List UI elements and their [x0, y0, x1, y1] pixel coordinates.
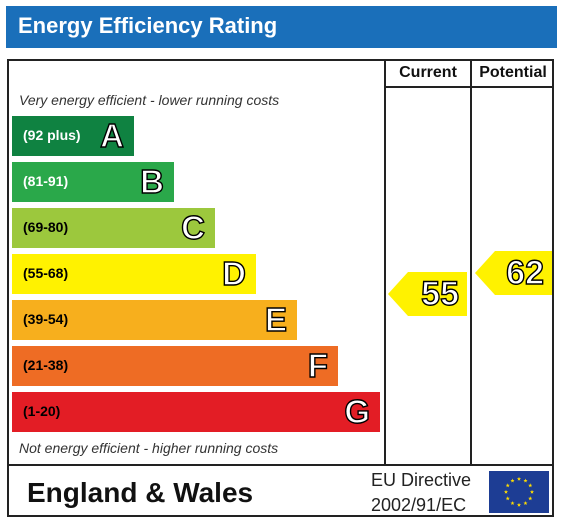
divider-header — [384, 86, 554, 88]
band-letter: C — [180, 208, 205, 246]
eu-star-icon — [523, 501, 528, 506]
eu-star-icon — [529, 489, 535, 494]
current-rating-arrow: 55 — [388, 272, 467, 316]
band-range: (92 plus) — [23, 127, 81, 143]
band-range: (1-20) — [23, 403, 61, 419]
band-letter: F — [307, 346, 329, 384]
eu-star-icon — [510, 501, 515, 506]
band-letter: B — [139, 162, 164, 200]
eu-star-icon — [510, 478, 515, 483]
band-range: (69-80) — [23, 219, 69, 235]
directive-line-2: 2002/91/EC — [371, 495, 467, 515]
eu-star-icon — [528, 496, 533, 501]
rating-frame — [7, 59, 554, 517]
eu-star-icon — [505, 483, 510, 488]
divider-current — [384, 59, 386, 465]
band-letter: E — [264, 300, 287, 338]
potential-rating-arrow: 62 — [475, 251, 552, 295]
band-range: (81-91) — [23, 173, 69, 189]
band-e: (39-54) E — [12, 300, 297, 340]
potential-rating-value: 62 — [505, 253, 544, 292]
caption-top: Very energy efficient - lower running co… — [19, 92, 280, 108]
band-g: (1-20) G — [12, 392, 380, 432]
directive-line-1: EU Directive — [371, 470, 472, 490]
band-a: (92 plus) A — [12, 116, 134, 156]
band-range: (39-54) — [23, 311, 69, 327]
band-range: (55-68) — [23, 265, 69, 281]
band-d: (55-68) D — [12, 254, 256, 294]
band-b: (81-91) B — [12, 162, 174, 202]
divider-footer — [7, 464, 554, 466]
band-letter: G — [344, 392, 371, 430]
eu-flag-icon — [489, 471, 549, 513]
title-bar: Energy Efficiency Rating — [6, 6, 557, 48]
eu-star-icon — [523, 478, 528, 483]
eu-star-icon — [505, 496, 510, 501]
eu-star-icon — [503, 489, 509, 494]
eu-star-icon — [528, 483, 533, 488]
country-label: England & Wales — [27, 477, 254, 508]
divider-potential — [470, 59, 472, 465]
band-f: (21-38) F — [12, 346, 338, 386]
current-rating-value: 55 — [420, 274, 459, 313]
eu-star-icon — [516, 476, 522, 481]
band-c: (69-80) C — [12, 208, 215, 248]
column-header-current: Current — [399, 64, 457, 81]
band-range: (21-38) — [23, 357, 69, 373]
band-letter: A — [99, 116, 124, 154]
page-title: Energy Efficiency Rating — [18, 13, 278, 38]
column-header-potential: Potential — [479, 64, 547, 81]
band-letter: D — [221, 254, 246, 292]
caption-bottom: Not energy efficient - higher running co… — [19, 440, 279, 456]
eu-star-icon — [516, 502, 522, 507]
